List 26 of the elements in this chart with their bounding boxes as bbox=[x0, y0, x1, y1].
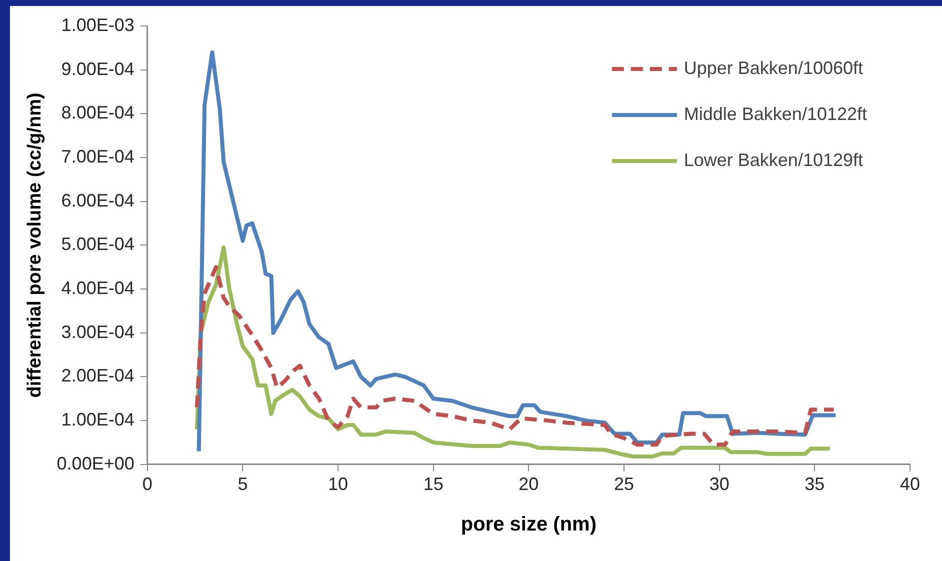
legend-label: Upper Bakken/10060ft bbox=[684, 58, 864, 78]
y-tick-label: 1.00E-03 bbox=[61, 14, 134, 35]
y-tick-label: 8.00E-04 bbox=[61, 102, 134, 123]
y-axis-title: differential pore volume (cc/g/nm) bbox=[24, 92, 46, 398]
y-tick-label: 0.00E+00 bbox=[56, 453, 134, 474]
y-tick-label: 9.00E-04 bbox=[61, 58, 134, 79]
y-tick-label: 5.00E-04 bbox=[61, 234, 134, 254]
x-tick-label: 10 bbox=[328, 474, 348, 494]
x-tick-label: 20 bbox=[518, 474, 539, 494]
x-tick-label: 15 bbox=[423, 474, 444, 494]
legend-label: Lower Bakken/10129ft bbox=[684, 150, 864, 170]
x-tick-label: 5 bbox=[238, 474, 248, 494]
y-tick-label: 6.00E-04 bbox=[61, 190, 134, 210]
line-series bbox=[194, 265, 836, 447]
x-tick-label: 40 bbox=[900, 474, 920, 494]
x-tick-label: 30 bbox=[709, 474, 730, 494]
y-tick-label: 7.00E-04 bbox=[61, 146, 134, 166]
y-tick-label: 2.00E-04 bbox=[61, 366, 134, 386]
x-tick-label: 35 bbox=[804, 474, 825, 494]
legend-label: Middle Bakken/10122ft bbox=[684, 104, 868, 124]
y-tick-label: 1.00E-04 bbox=[61, 410, 134, 430]
y-tick-label: 3.00E-04 bbox=[61, 322, 134, 342]
y-tick-label: 4.00E-04 bbox=[61, 278, 134, 298]
x-tick-label: 0 bbox=[142, 474, 152, 494]
x-axis-title: pore size (nm) bbox=[460, 514, 596, 536]
x-tick-label: 25 bbox=[614, 474, 634, 494]
